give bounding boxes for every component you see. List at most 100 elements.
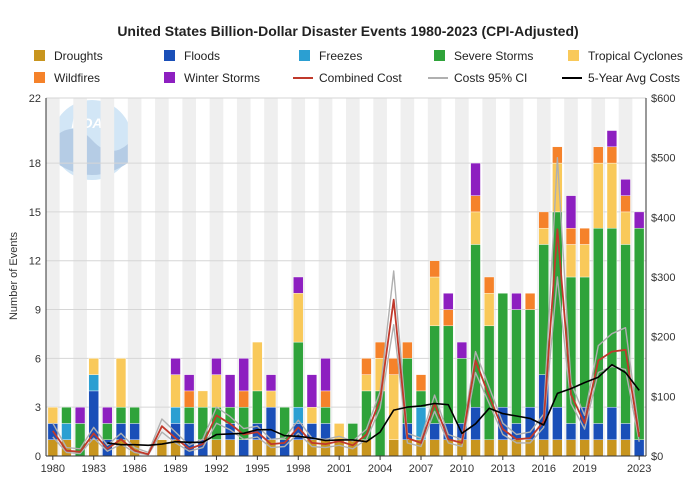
bar-tropical-cyclones <box>211 374 222 408</box>
bar-wildfires <box>388 358 399 375</box>
bar-severe-storms <box>511 309 522 424</box>
year-band <box>127 98 142 456</box>
legend-item-severe-storms: Severe Storms <box>434 49 533 63</box>
bar-tropical-cyclones <box>197 390 208 408</box>
x-tick-label: 2023 <box>627 463 651 475</box>
legend-item-freezes: Freezes <box>299 49 362 63</box>
bar-floods <box>320 423 331 440</box>
bar-wildfires <box>184 390 195 408</box>
bar-wildfires <box>579 227 590 245</box>
bar-droughts <box>252 439 263 457</box>
bar-winter-storms <box>238 358 249 392</box>
y-tick-label: 15 <box>29 207 41 219</box>
bar-severe-storms <box>129 406 140 424</box>
bar-floods <box>593 423 604 440</box>
x-tick-label: 2019 <box>572 463 596 475</box>
x-tick-label: 1986 <box>122 463 146 475</box>
bar-winter-storms <box>74 406 86 424</box>
legend-label: Tropical Cyclones <box>588 49 683 63</box>
y-tick-label: 18 <box>29 158 41 170</box>
x-tick-label: 2004 <box>368 463 392 475</box>
legend-label: Floods <box>184 49 220 63</box>
x-tick-label: 1995 <box>245 463 269 475</box>
bar-floods <box>429 423 440 440</box>
bar-severe-storms <box>61 406 72 424</box>
y2-tick-label: $500 <box>651 153 675 165</box>
bar-freezes <box>170 406 181 424</box>
bar-tropical-cyclones <box>579 244 590 278</box>
bar-tropical-cyclones <box>470 211 481 245</box>
bar-droughts <box>156 439 168 457</box>
bar-wildfires <box>565 227 577 245</box>
bar-floods <box>552 406 563 440</box>
legend-swatch <box>434 50 445 61</box>
bar-winter-storms <box>224 374 236 408</box>
bar-droughts <box>388 439 399 457</box>
bar-severe-storms <box>252 390 263 424</box>
bar-droughts <box>579 439 590 457</box>
x-tick-label: 1983 <box>81 463 105 475</box>
bar-wildfires <box>320 390 331 408</box>
bar-droughts <box>224 439 236 457</box>
legend: Droughts Floods Freezes Severe Storms Tropic… <box>34 49 683 85</box>
bar-tropical-cyclones <box>388 374 399 440</box>
cost-lines <box>52 157 641 456</box>
year-band <box>155 98 169 456</box>
bar-severe-storms <box>429 325 440 424</box>
bar-severe-storms <box>484 325 495 440</box>
y2-tick-label: $100 <box>651 391 675 403</box>
bar-severe-storms <box>579 276 590 408</box>
bar-winter-storms <box>293 276 304 294</box>
bar-wildfires <box>429 260 440 278</box>
y-axis-label: Number of Events <box>8 231 20 320</box>
bar-wildfires <box>402 341 413 359</box>
bar-floods <box>129 423 140 440</box>
x-tick-label: 1989 <box>163 463 187 475</box>
bar-tropical-cyclones <box>565 244 577 278</box>
bar-droughts <box>593 439 604 457</box>
bar-tropical-cyclones <box>538 227 549 245</box>
bar-wildfires <box>620 195 631 213</box>
year-band <box>346 98 360 456</box>
legend-label: Combined Cost <box>319 71 402 85</box>
bar-winter-storms <box>320 358 331 392</box>
legend-label: Winter Storms <box>184 71 260 85</box>
legend-item-combined-cost: Combined Cost <box>293 71 402 85</box>
legend-swatch <box>164 72 175 83</box>
y2-tick-label: $400 <box>651 212 675 224</box>
legend-label: Wildfires <box>54 71 100 85</box>
legend-label: 5-Year Avg Costs <box>588 71 680 85</box>
bar-wildfires <box>538 211 549 229</box>
bar-winter-storms <box>565 195 577 229</box>
bar-droughts <box>429 439 440 457</box>
bar-tropical-cyclones <box>47 406 58 424</box>
x-tick-label: 2001 <box>327 463 351 475</box>
bar-droughts <box>293 439 304 457</box>
bar-floods <box>265 406 277 440</box>
bar-severe-storms <box>620 244 631 424</box>
bar-droughts <box>552 439 563 457</box>
year-band <box>182 98 196 456</box>
x-tick-label: 2007 <box>409 463 433 475</box>
bar-droughts <box>211 439 222 457</box>
bar-severe-storms <box>320 406 331 424</box>
legend-swatch <box>164 50 175 61</box>
legend-label: Freezes <box>319 49 362 63</box>
y-tick-label: 22 <box>29 93 41 105</box>
x-tick-label: 2016 <box>531 463 555 475</box>
y-tick-label: 9 <box>35 305 41 317</box>
bar-tropical-cyclones <box>170 374 181 408</box>
legend-item-costs-95-ci: Costs 95% CI <box>428 71 527 85</box>
bar-tropical-cyclones <box>252 341 263 392</box>
bar-winter-storms <box>306 374 318 408</box>
bar-severe-storms <box>443 325 454 424</box>
year-band <box>46 98 60 456</box>
line-costs-95-ci <box>52 157 640 454</box>
bar-freezes <box>88 374 99 392</box>
y-tick-label: 12 <box>29 256 41 268</box>
x-tick-label: 1980 <box>41 463 65 475</box>
bar-severe-storms <box>293 341 304 408</box>
year-band <box>73 98 87 456</box>
legend-label: Costs 95% CI <box>454 71 527 85</box>
